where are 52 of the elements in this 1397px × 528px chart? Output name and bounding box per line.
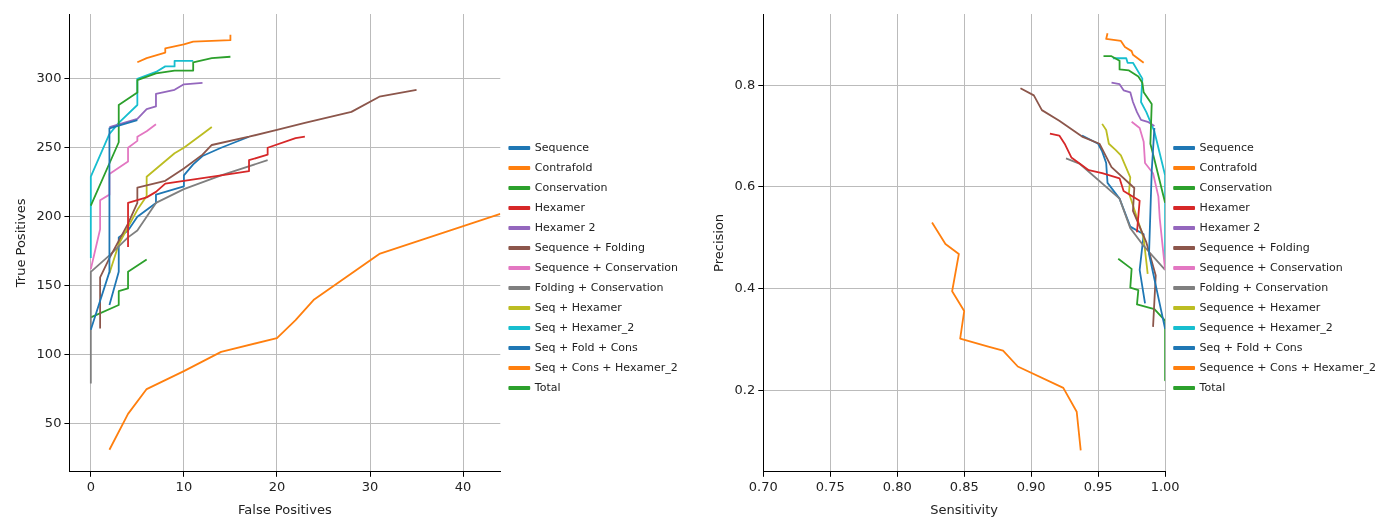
- legend-label: Folding + Conservation: [1199, 280, 1329, 294]
- x-tick-label: 10: [175, 478, 193, 494]
- y-tick-label: 250: [36, 139, 62, 155]
- legend-label: Sequence + Conservation: [1199, 260, 1343, 274]
- y-tick-label: 200: [36, 208, 62, 224]
- legend-label: Sequence + Folding: [534, 240, 645, 254]
- legend-label: Total: [1198, 380, 1226, 394]
- y-tick-label: 150: [36, 277, 62, 293]
- legend-label: Sequence + Folding: [1199, 240, 1310, 254]
- y-tick-label: 300: [36, 70, 62, 86]
- legend-label: Seq + Fold + Cons: [534, 340, 639, 354]
- x-tick-label: 0.75: [815, 478, 845, 494]
- legend-label: Sequence + Hexamer: [1199, 300, 1321, 314]
- legend-label: Contrafold: [534, 160, 593, 174]
- legend-label: Seq + Hexamer: [534, 300, 623, 314]
- x-axis-title: Sensitivity: [930, 501, 999, 517]
- legend-label: Sequence + Hexamer_2: [1199, 320, 1333, 334]
- legend-label: Hexamer 2: [1199, 220, 1261, 234]
- x-tick-label: 0.70: [748, 478, 778, 494]
- y-tick-label: 50: [44, 414, 62, 430]
- x-tick-label: 0.95: [1083, 478, 1113, 494]
- legend-label: Conservation: [1199, 180, 1273, 194]
- y-axis-title: True Positives: [13, 198, 29, 289]
- legend-label: Sequence: [534, 140, 590, 154]
- y-tick-label: 0.2: [734, 381, 756, 397]
- x-axis-title: False Positives: [238, 501, 332, 517]
- x-tick-label: 0.85: [949, 478, 979, 494]
- x-tick-label: 0.80: [882, 478, 912, 494]
- x-tick-label: 0.90: [1016, 478, 1046, 494]
- legend-label: Hexamer: [1199, 200, 1251, 214]
- legend-label: Seq + Fold + Cons: [1199, 340, 1303, 354]
- x-tick-label: 20: [268, 478, 286, 494]
- x-tick-label: 30: [361, 478, 379, 494]
- legend-label: Hexamer: [534, 200, 586, 214]
- legend-label: Seq + Hexamer_2: [534, 320, 635, 334]
- legend-label: Contrafold: [1199, 160, 1258, 174]
- y-tick-label: 100: [36, 345, 62, 361]
- x-tick-label: 0: [86, 478, 95, 494]
- x-tick-label: 40: [454, 478, 472, 494]
- legend-label: Seq + Cons + Hexamer_2: [534, 360, 678, 374]
- y-tick-label: 0.6: [734, 178, 756, 194]
- x-tick-label: 1.00: [1150, 478, 1180, 494]
- y-tick-label: 0.8: [734, 76, 756, 92]
- legend-label: Sequence + Conservation: [534, 260, 679, 274]
- legend-label: Conservation: [534, 180, 608, 194]
- legend-label: Sequence: [1199, 140, 1255, 154]
- legend-label: Sequence + Cons + Hexamer_2: [1199, 360, 1377, 374]
- legend-label: Hexamer 2: [534, 220, 596, 234]
- y-axis-title: Precision: [711, 213, 727, 272]
- y-tick-label: 0.4: [734, 280, 756, 296]
- legend-label: Folding + Conservation: [534, 280, 664, 294]
- legend-label: Total: [533, 380, 561, 394]
